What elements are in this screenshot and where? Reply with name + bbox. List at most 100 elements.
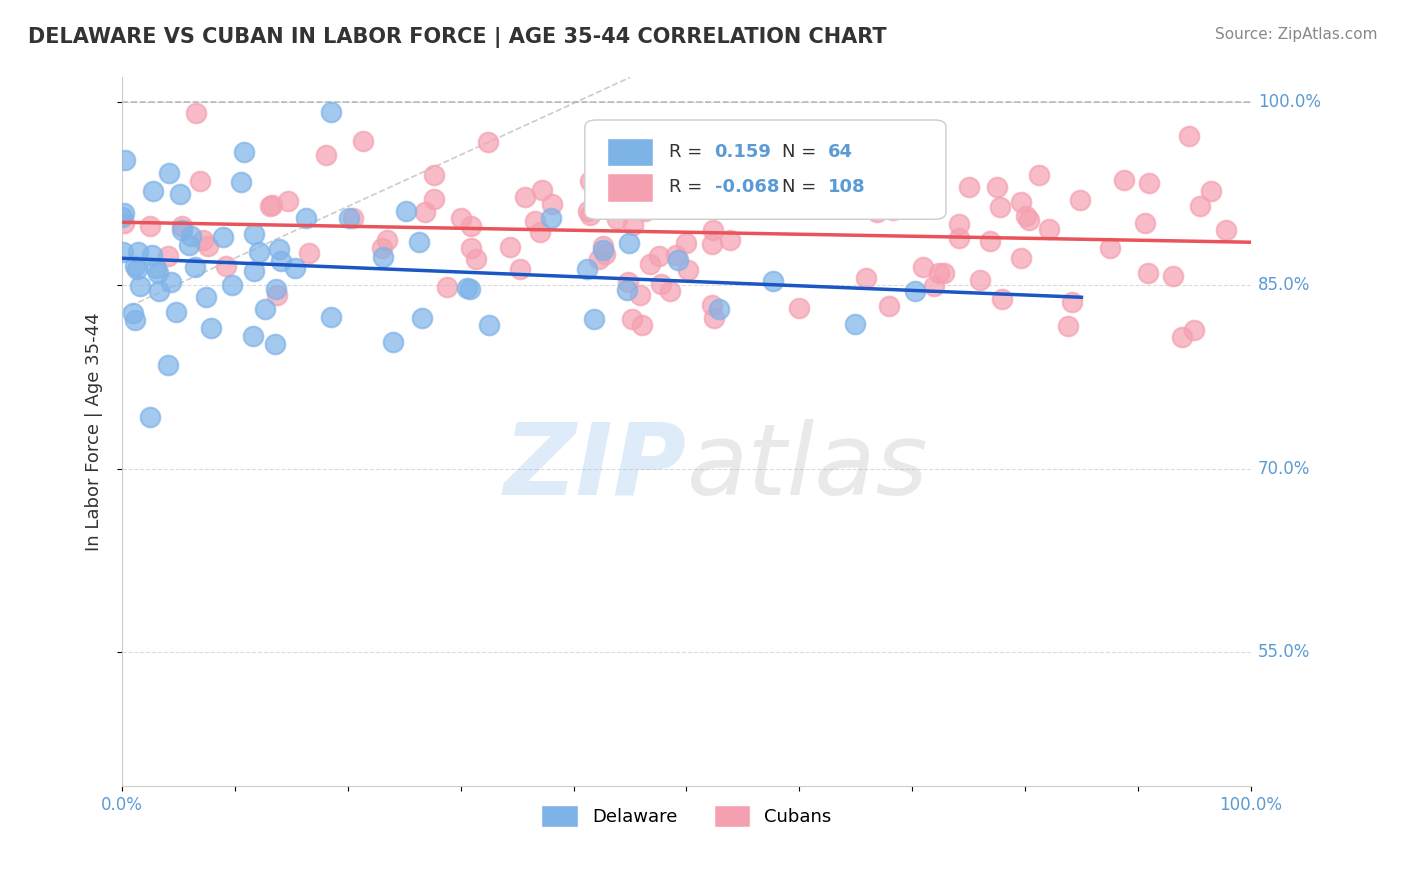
Point <box>408 235 430 249</box>
Text: 100.0%: 100.0% <box>1258 93 1320 111</box>
Point <box>124 259 146 273</box>
Text: 108: 108 <box>828 178 865 196</box>
Point <box>114 153 136 167</box>
Point <box>139 219 162 234</box>
Point <box>633 204 655 219</box>
Point <box>509 262 531 277</box>
Point <box>606 211 628 226</box>
Text: -0.068: -0.068 <box>714 178 779 196</box>
Point <box>576 262 599 277</box>
Point <box>382 335 405 350</box>
Point <box>180 229 202 244</box>
Point <box>986 180 1008 194</box>
Point <box>990 200 1012 214</box>
Point <box>295 211 318 226</box>
Point <box>1133 216 1156 230</box>
Point <box>1060 295 1083 310</box>
Point <box>659 284 682 298</box>
Point <box>478 318 501 333</box>
Point <box>269 242 291 256</box>
Point <box>170 222 193 236</box>
Point <box>242 329 264 343</box>
Point <box>377 233 399 247</box>
Point <box>592 243 614 257</box>
Point <box>922 278 945 293</box>
Point <box>148 284 170 298</box>
Point <box>215 259 238 273</box>
Point <box>1069 193 1091 207</box>
Point <box>588 252 610 266</box>
Point <box>112 206 135 220</box>
Point <box>138 409 160 424</box>
Point <box>631 318 654 332</box>
Point <box>1137 266 1160 280</box>
Point <box>465 252 488 266</box>
Point <box>969 273 991 287</box>
Point <box>780 140 803 154</box>
Point <box>676 263 699 277</box>
Text: DELAWARE VS CUBAN IN LABOR FORCE | AGE 35-44 CORRELATION CHART: DELAWARE VS CUBAN IN LABOR FORCE | AGE 3… <box>28 27 887 48</box>
Point <box>666 252 689 267</box>
Point <box>1014 209 1036 223</box>
Point <box>259 199 281 213</box>
Bar <box>607 137 652 166</box>
Point <box>1215 223 1237 237</box>
Point <box>762 274 785 288</box>
Point <box>844 317 866 331</box>
Point <box>270 253 292 268</box>
Text: N =: N = <box>782 143 817 161</box>
Point <box>232 145 254 160</box>
Point <box>1137 177 1160 191</box>
Point <box>1099 242 1122 256</box>
Point <box>529 225 551 239</box>
Point <box>146 266 169 280</box>
Point <box>460 241 482 255</box>
Point <box>1199 184 1222 198</box>
Point <box>702 298 724 312</box>
Point <box>948 217 970 231</box>
Point <box>675 236 697 251</box>
Point <box>337 211 360 225</box>
Point <box>540 211 562 226</box>
Point <box>957 180 980 194</box>
Point <box>342 211 364 225</box>
Point <box>991 292 1014 306</box>
Point <box>188 174 211 188</box>
Bar <box>607 173 652 202</box>
Point <box>127 261 149 276</box>
Text: atlas: atlas <box>686 419 928 516</box>
Text: N =: N = <box>782 178 817 196</box>
Point <box>266 287 288 301</box>
Point <box>371 251 394 265</box>
Text: 0.159: 0.159 <box>714 143 772 161</box>
Point <box>644 198 666 212</box>
Point <box>371 241 394 255</box>
Point <box>592 239 614 253</box>
Point <box>277 194 299 208</box>
Point <box>183 260 205 274</box>
Point <box>718 233 741 247</box>
Text: ZIP: ZIP <box>503 419 686 516</box>
Point <box>709 302 731 317</box>
Point <box>221 277 243 292</box>
Point <box>186 105 208 120</box>
Point <box>616 283 638 297</box>
Point <box>195 290 218 304</box>
Point <box>593 247 616 261</box>
Point <box>665 248 688 262</box>
Point <box>253 301 276 316</box>
Point <box>579 208 602 222</box>
Point <box>242 264 264 278</box>
Text: R =: R = <box>669 178 703 196</box>
Point <box>1028 168 1050 182</box>
Point <box>231 175 253 189</box>
Point <box>979 234 1001 248</box>
Point <box>160 275 183 289</box>
Point <box>156 249 179 263</box>
Point <box>1161 269 1184 284</box>
Point <box>524 214 547 228</box>
Point <box>460 219 482 233</box>
Point <box>128 279 150 293</box>
Point <box>648 248 671 262</box>
Point <box>456 281 478 295</box>
